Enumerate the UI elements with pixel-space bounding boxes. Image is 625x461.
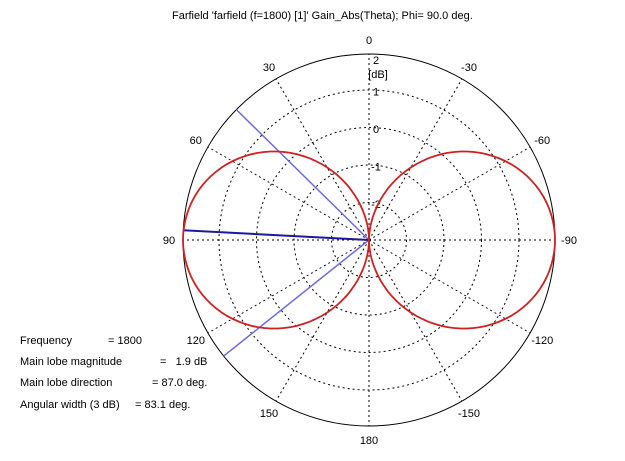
info-magnitude: Main lobe magnitude = 1.9 dB xyxy=(20,356,207,368)
beam-markers xyxy=(183,109,370,357)
grid-circle xyxy=(256,127,482,353)
grid-circle xyxy=(331,202,407,278)
angle-label: 120 xyxy=(187,335,205,347)
main-lobe-marker xyxy=(183,229,370,241)
angle-label: -30 xyxy=(461,62,477,74)
grid-spoke xyxy=(368,239,463,402)
direction-value: = 87.0 deg. xyxy=(152,377,208,389)
grid-spoke xyxy=(368,239,531,334)
radial-tick-labels: 2 1 0 -1 -2 xyxy=(371,55,381,211)
grid-spoke xyxy=(207,146,370,241)
frequency-label: Frequency xyxy=(20,335,72,347)
grid-spoke xyxy=(275,78,370,241)
radial-tick-label: -2 xyxy=(371,199,381,211)
direction-label: Main lobe direction xyxy=(20,377,113,389)
gain-curve xyxy=(182,150,556,330)
unit-label: [dB] xyxy=(368,69,388,81)
beam-edge-marker xyxy=(235,109,370,241)
angle-label: 60 xyxy=(190,135,202,147)
angle-label: -120 xyxy=(531,335,553,347)
radial-tick-label: 2 xyxy=(373,55,379,67)
angle-label: 180 xyxy=(360,435,378,447)
info-frequency: Frequency = 1800 xyxy=(20,335,142,347)
angle-label: -90 xyxy=(561,235,577,247)
width-value: = 83.1 deg. xyxy=(135,399,191,411)
angle-label: 90 xyxy=(163,235,175,247)
angle-label: 0 xyxy=(366,35,372,47)
angle-label: 30 xyxy=(263,62,275,74)
frequency-value: = 1800 xyxy=(108,335,142,347)
grid-spoke xyxy=(207,239,370,334)
angle-label: 150 xyxy=(260,408,278,420)
magnitude-label: Main lobe magnitude xyxy=(20,356,123,368)
angle-label: -150 xyxy=(458,408,480,420)
radial-tick-label: -1 xyxy=(371,162,381,174)
radial-tick-label: 0 xyxy=(373,124,379,136)
grid-spoke xyxy=(275,239,370,402)
beam-edge-marker xyxy=(223,239,370,357)
chart-title: Farfield 'farfield (f=1800) [1]' Gain_Ab… xyxy=(172,10,473,22)
radial-tick-label: 1 xyxy=(373,87,379,99)
gain-pattern xyxy=(182,150,556,330)
grid-spoke xyxy=(368,78,463,241)
grid-spoke xyxy=(368,146,531,241)
angle-label: -60 xyxy=(534,135,550,147)
width-label: Angular width (3 dB) xyxy=(20,399,120,411)
info-direction: Main lobe direction = 87.0 deg. xyxy=(20,377,207,389)
magnitude-value: = 1.9 dB xyxy=(160,356,208,368)
info-width: Angular width (3 dB) = 83.1 deg. xyxy=(20,399,190,411)
